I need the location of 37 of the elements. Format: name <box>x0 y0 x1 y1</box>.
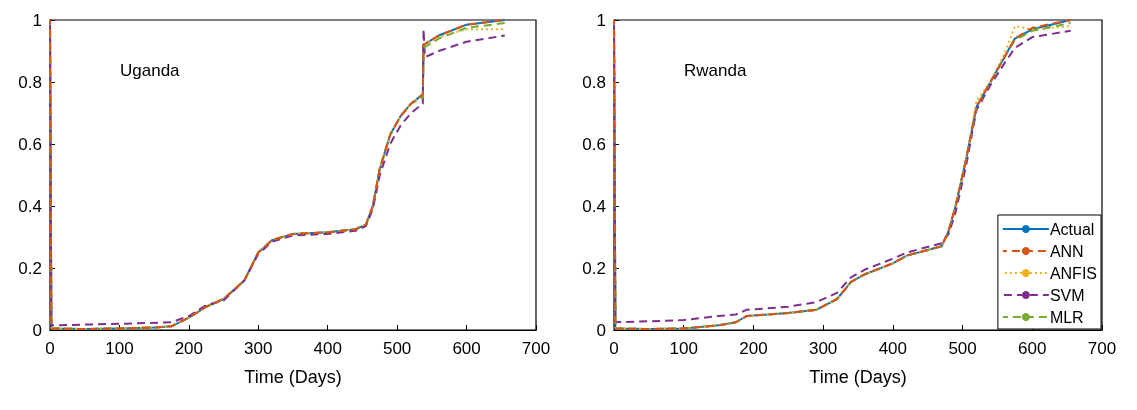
x-tick-label: 0 <box>609 339 619 358</box>
x-tick-label: 100 <box>105 339 134 358</box>
y-tick-label: 0.6 <box>582 134 606 154</box>
legend-label: ANN <box>1049 242 1084 260</box>
y-tick-label: 0.8 <box>18 72 42 92</box>
y-tick-label: 0.2 <box>582 258 606 278</box>
y-tick-label: 0 <box>596 320 606 340</box>
x-tick-label: 700 <box>521 339 551 358</box>
x-tick-label: 300 <box>808 339 838 358</box>
x-tick-label: 200 <box>174 339 204 358</box>
y-tick-label: 1 <box>32 10 42 30</box>
legend-label: ANFIS <box>1049 264 1098 282</box>
x-tick-label: 700 <box>1087 339 1117 358</box>
x-axis-title: Time (Days) <box>809 367 907 387</box>
y-tick-label: 0.4 <box>18 196 42 216</box>
x-tick-label: 600 <box>452 339 481 358</box>
x-tick-label: 400 <box>313 339 342 358</box>
x-tick-label: 600 <box>1018 339 1047 358</box>
y-tick-label: 0.8 <box>582 72 606 92</box>
x-tick-label: 500 <box>382 339 412 358</box>
y-tick-label: 0.2 <box>18 258 42 278</box>
y-tick-label: 0.4 <box>582 196 606 216</box>
annotation: Uganda <box>120 61 181 80</box>
x-axis-title: Time (Days) <box>244 367 342 387</box>
x-tick-label: 200 <box>739 339 768 358</box>
legend-label: MLR <box>1049 308 1084 326</box>
x-tick-label: 400 <box>878 339 908 358</box>
x-tick-label: 0 <box>45 339 55 358</box>
x-tick-label: 300 <box>244 339 273 358</box>
x-tick-label: 500 <box>948 339 977 358</box>
y-tick-label: 0 <box>32 320 42 340</box>
y-tick-label: 1 <box>596 10 606 30</box>
y-tick-label: 0.6 <box>18 134 42 154</box>
legend-label: SVM <box>1049 286 1085 304</box>
legend-label: Actual <box>1049 220 1095 238</box>
x-tick-label: 100 <box>669 339 698 358</box>
annotation: Rwanda <box>684 61 747 80</box>
